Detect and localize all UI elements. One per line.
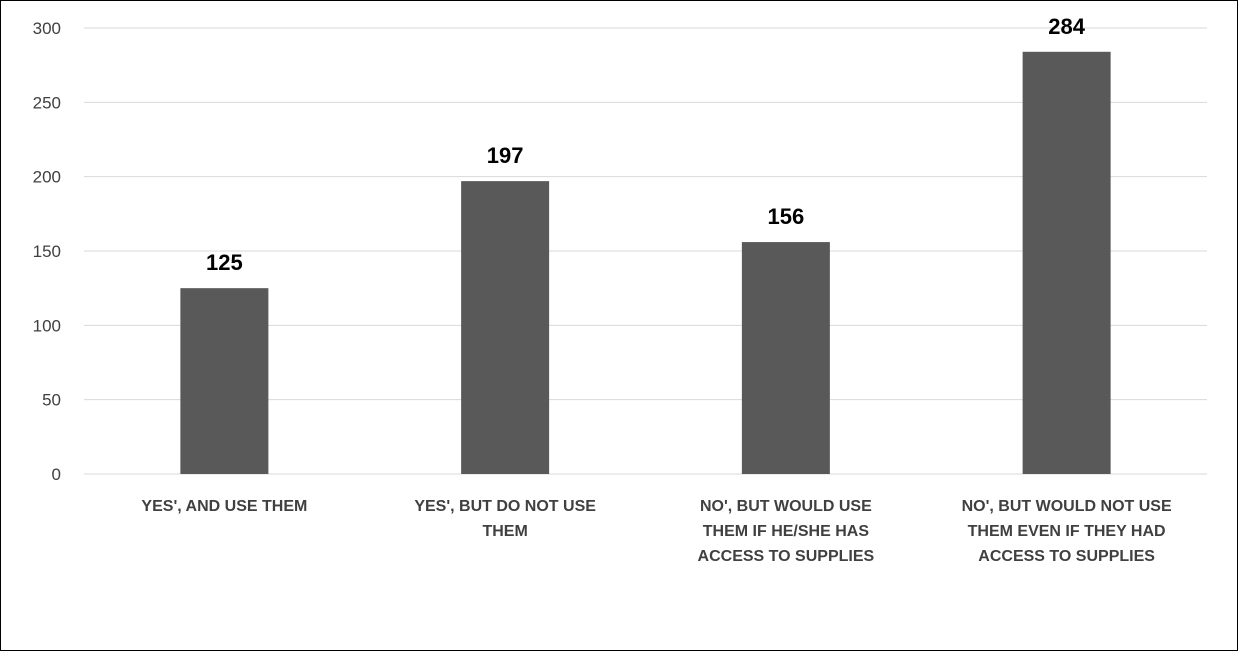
data-label-3: 156 [768, 204, 805, 229]
data-label-4: 284 [1048, 14, 1085, 39]
data-label-1: 125 [206, 250, 243, 275]
bar-1 [180, 288, 269, 474]
y-axis-tick-labels: 0 50 100 150 200 250 300 [33, 19, 61, 484]
y-tick-label: 200 [33, 168, 61, 187]
gridlines [84, 27, 1207, 475]
category-label-3: NO', BUT WOULD USE THEM IF HE/SHE HAS ACCE… [698, 498, 875, 565]
category-label-4: NO', BUT WOULD NOT USE THEM EVEN IF THEY … [962, 498, 1172, 565]
y-tick-label: 50 [42, 391, 61, 410]
category-label-2: YES', BUT DO NOT USE THEM [414, 498, 596, 540]
bar-4 [1022, 51, 1111, 474]
y-tick-label: 100 [33, 316, 61, 335]
bars [180, 51, 1111, 475]
category-label-1: YES', AND USE THEM [141, 498, 307, 515]
y-tick-label: 0 [52, 465, 61, 484]
bar-3 [741, 242, 830, 474]
y-tick-label: 150 [33, 242, 61, 261]
x-axis-category-labels: YES', AND USE THEM YES', BUT DO NOT USE TH… [141, 498, 1172, 565]
bar-2 [461, 181, 550, 475]
y-tick-label: 250 [33, 93, 61, 112]
data-label-2: 197 [487, 143, 524, 168]
y-tick-label: 300 [33, 19, 61, 38]
data-labels: 125 197 156 284 [206, 14, 1086, 275]
